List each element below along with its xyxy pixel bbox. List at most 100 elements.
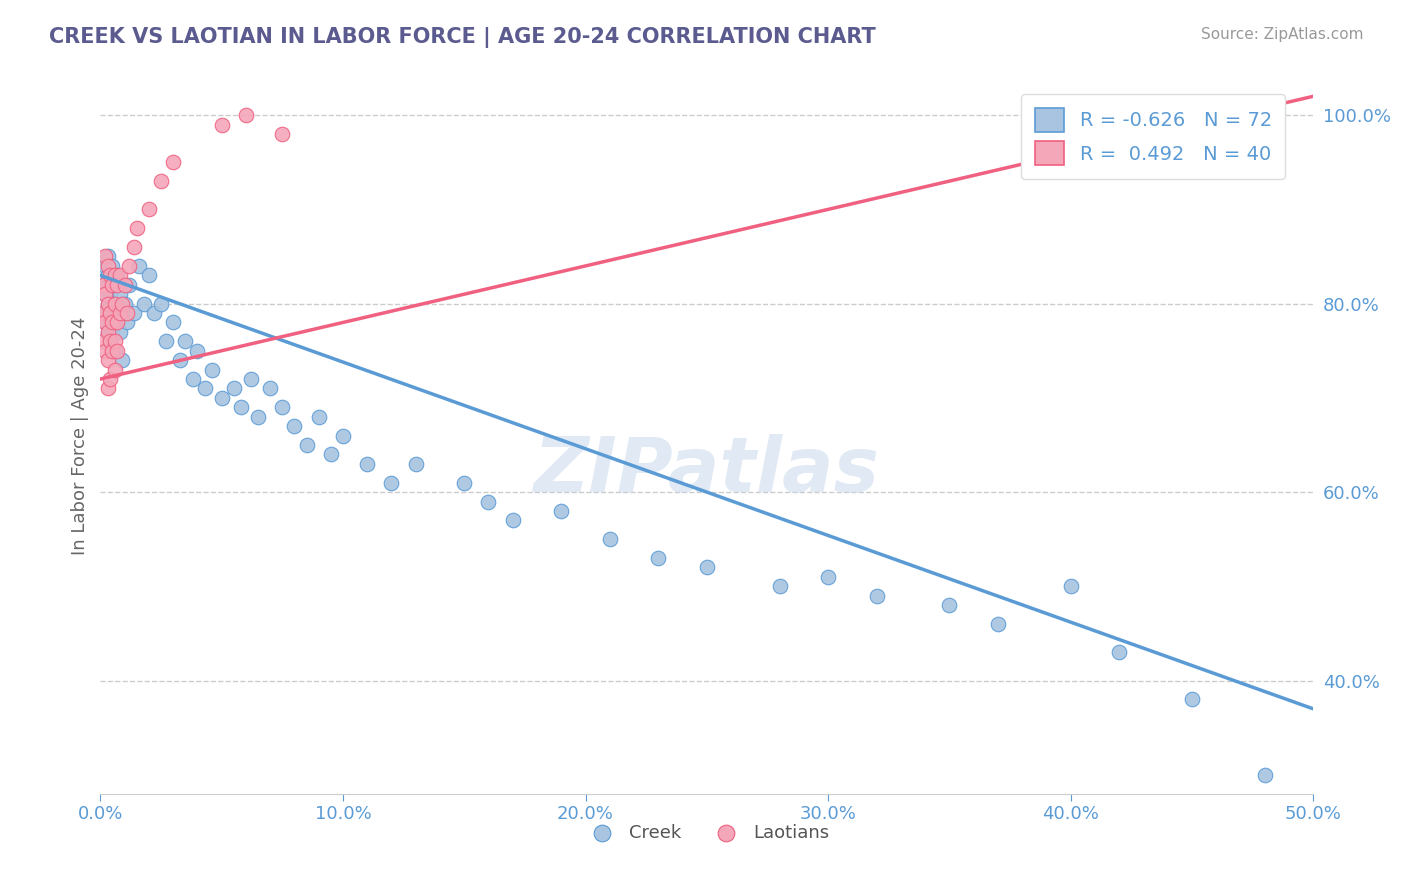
Point bbox=[239, 372, 262, 386]
Text: ZIPatlas: ZIPatlas bbox=[534, 434, 880, 508]
Point bbox=[98, 334, 121, 349]
Point bbox=[98, 372, 121, 386]
Point bbox=[1254, 768, 1277, 782]
Point bbox=[97, 296, 120, 310]
Point bbox=[114, 277, 136, 292]
Legend: R = -0.626   N = 72, R =  0.492   N = 40: R = -0.626 N = 72, R = 0.492 N = 40 bbox=[1021, 95, 1285, 178]
Point bbox=[128, 259, 150, 273]
Point bbox=[94, 316, 117, 330]
Point bbox=[101, 296, 124, 310]
Point bbox=[97, 325, 120, 339]
Point bbox=[162, 155, 184, 169]
Point bbox=[94, 287, 117, 301]
Point bbox=[91, 306, 114, 320]
Point bbox=[222, 381, 245, 395]
Point bbox=[98, 268, 121, 283]
Y-axis label: In Labor Force | Age 20-24: In Labor Force | Age 20-24 bbox=[72, 317, 89, 555]
Point bbox=[247, 409, 270, 424]
Point bbox=[599, 533, 621, 547]
Point bbox=[186, 343, 208, 358]
Point bbox=[97, 250, 120, 264]
Point bbox=[94, 287, 117, 301]
Point bbox=[1181, 692, 1204, 706]
Point bbox=[502, 513, 524, 527]
Point bbox=[380, 475, 402, 490]
Point bbox=[453, 475, 475, 490]
Point bbox=[104, 296, 127, 310]
Point bbox=[97, 353, 120, 368]
Point bbox=[132, 296, 155, 310]
Point bbox=[271, 127, 294, 141]
Point bbox=[98, 334, 121, 349]
Point bbox=[97, 268, 120, 283]
Point bbox=[101, 325, 124, 339]
Point bbox=[105, 268, 128, 283]
Point bbox=[124, 306, 146, 320]
Point bbox=[211, 391, 233, 405]
Point bbox=[319, 447, 342, 461]
Point bbox=[105, 277, 128, 292]
Point bbox=[115, 316, 138, 330]
Point bbox=[108, 325, 131, 339]
Point bbox=[138, 202, 160, 217]
Point bbox=[118, 259, 141, 273]
Text: Source: ZipAtlas.com: Source: ZipAtlas.com bbox=[1201, 27, 1364, 42]
Point bbox=[104, 334, 127, 349]
Point bbox=[111, 296, 134, 310]
Point bbox=[111, 306, 134, 320]
Point bbox=[405, 457, 427, 471]
Point bbox=[94, 343, 117, 358]
Point bbox=[115, 306, 138, 320]
Point bbox=[105, 316, 128, 330]
Point bbox=[332, 428, 354, 442]
Point bbox=[817, 570, 839, 584]
Point bbox=[101, 277, 124, 292]
Point bbox=[150, 174, 173, 188]
Point bbox=[114, 296, 136, 310]
Point bbox=[229, 401, 252, 415]
Point bbox=[1060, 579, 1083, 593]
Point bbox=[111, 353, 134, 368]
Point bbox=[477, 494, 499, 508]
Point bbox=[283, 419, 305, 434]
Point bbox=[155, 334, 177, 349]
Point bbox=[105, 316, 128, 330]
Point bbox=[550, 504, 572, 518]
Point bbox=[97, 381, 120, 395]
Point bbox=[98, 306, 121, 320]
Point bbox=[696, 560, 718, 574]
Point bbox=[118, 277, 141, 292]
Point bbox=[865, 589, 887, 603]
Point bbox=[104, 306, 127, 320]
Point bbox=[259, 381, 281, 395]
Text: CREEK VS LAOTIAN IN LABOR FORCE | AGE 20-24 CORRELATION CHART: CREEK VS LAOTIAN IN LABOR FORCE | AGE 20… bbox=[49, 27, 876, 48]
Point bbox=[108, 268, 131, 283]
Point bbox=[101, 259, 124, 273]
Point bbox=[768, 579, 790, 593]
Point bbox=[169, 353, 191, 368]
Point bbox=[104, 268, 127, 283]
Point bbox=[98, 287, 121, 301]
Point bbox=[91, 277, 114, 292]
Point bbox=[97, 259, 120, 273]
Point bbox=[91, 334, 114, 349]
Point bbox=[142, 306, 165, 320]
Point bbox=[987, 617, 1010, 632]
Point bbox=[356, 457, 378, 471]
Point bbox=[295, 438, 318, 452]
Point bbox=[94, 316, 117, 330]
Point bbox=[201, 362, 224, 376]
Point bbox=[101, 343, 124, 358]
Point bbox=[124, 240, 146, 254]
Point bbox=[104, 277, 127, 292]
Point bbox=[181, 372, 204, 386]
Point bbox=[97, 325, 120, 339]
Point bbox=[174, 334, 197, 349]
Point bbox=[91, 277, 114, 292]
Point bbox=[194, 381, 217, 395]
Point bbox=[104, 343, 127, 358]
Point bbox=[211, 118, 233, 132]
Point bbox=[108, 306, 131, 320]
Point bbox=[105, 343, 128, 358]
Point bbox=[162, 316, 184, 330]
